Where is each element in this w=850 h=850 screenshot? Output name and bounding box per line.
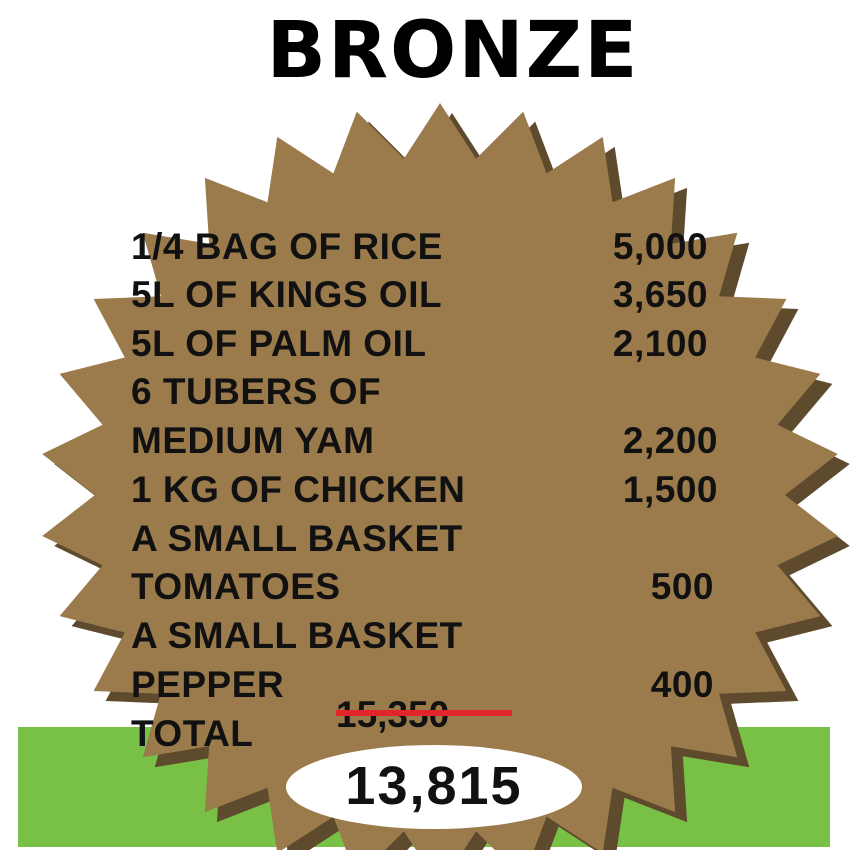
item-label-tomatoes-line2: TOMATOES (131, 566, 341, 607)
item-price-kings-oil: 3,650 (612, 274, 708, 315)
total-label: TOTAL (131, 713, 254, 754)
item-label-yam-line2: MEDIUM YAM (131, 420, 375, 461)
item-label-pepper-line1: A SMALL BASKET (131, 615, 463, 656)
total-oval (286, 745, 582, 829)
item-label-chicken: 1 KG OF CHICKEN (131, 469, 466, 510)
strikethrough-line (336, 710, 512, 716)
item-price-yam: 2,200 (622, 420, 718, 461)
seal-shape (42, 103, 838, 850)
item-label-yam-line1: 6 TUBERS OF (131, 371, 382, 412)
item-price-pepper: 400 (650, 664, 714, 705)
item-price-chicken: 1,500 (622, 469, 718, 510)
item-price-rice: 5,000 (612, 226, 708, 267)
item-label-palm-oil: 5L OF PALM OIL (131, 323, 427, 364)
item-label-rice: 1/4 BAG OF RICE (131, 226, 443, 267)
item-label-tomatoes-line1: A SMALL BASKET (131, 518, 463, 559)
item-price-palm-oil: 2,100 (612, 323, 708, 364)
item-label-pepper-line2: PEPPER (131, 664, 285, 705)
new-total-value: 13,815 (345, 756, 523, 816)
item-label-kings-oil: 5L OF KINGS OIL (131, 274, 443, 315)
package-title: BRONZE (266, 6, 640, 96)
item-price-tomatoes: 500 (650, 566, 714, 607)
